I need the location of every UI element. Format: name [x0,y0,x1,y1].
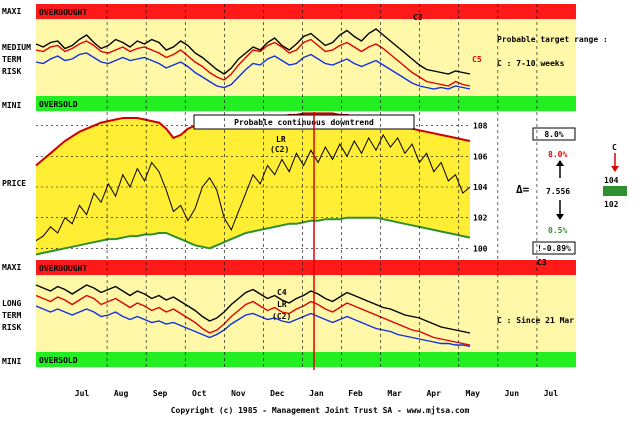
oversold-band [36,352,576,367]
medium-term-risk-series [35,28,471,90]
annotation-c4: C4 [277,288,287,297]
oversold-band [36,96,576,111]
side-label-price: PRICE [2,179,26,188]
x-axis-band [36,370,576,398]
mtr-series-line-2 [35,52,471,90]
mtr-series-line-1 [35,38,471,87]
price-panel: 100 102 104 106 108 Probable continuous down… [2,112,627,259]
annotation-lr: LR [276,135,286,144]
overbought-label: OVERBOUGHT [39,8,87,17]
ltr-series-line-0 [35,284,471,334]
legend-c-label: C [612,143,617,152]
legend-swatch [603,186,627,196]
target-range-label: Probable target range : [497,35,608,44]
panel-background [36,4,576,112]
month-label: Jul [75,389,90,398]
medium-term-risk-panel: OVERBOUGHT OVERSOLD MAXI MEDIUM TERM RIS… [2,4,608,112]
lower-pct-label: 0.5% [548,226,567,235]
month-label: Aug [114,389,129,398]
price-ticks: 100 102 104 106 108 [473,122,488,254]
legend-arrowhead-icon [611,166,619,172]
month-label: Feb [348,389,363,398]
month-label: Oct [192,389,207,398]
long-term-risk-panel: OVERBOUGHT OVERSOLD MAXI LONG TERM RISK … [2,258,576,368]
side-label-term: TERM [2,311,21,320]
month-axis: Jul Aug Sep Oct Nov Dec Jan Feb Mar Apr May Jun Jul [75,389,559,398]
upper-pct-box [532,127,576,141]
month-label: Apr [426,389,441,398]
copyright-footer: Copyright (c) 1985 - Management Joint Tr… [171,405,470,415]
delta-arrowhead-down-icon [556,214,564,220]
side-label-mini: MINI [2,357,21,366]
delta-label: Δ= [516,183,530,196]
side-label-mini: MINI [2,101,21,110]
overbought-label: OVERBOUGHT [39,264,87,273]
oversold-label: OVERSOLD [39,356,78,365]
annotation-c2: (C2) [270,145,289,154]
annotation-c2: (C2) [272,312,291,321]
upper-pct-label: 8.0% [548,150,567,159]
legend-value-top: 104 [604,176,619,185]
overbought-band [36,260,576,275]
upper-pct-box-label: 8.0% [544,130,563,139]
legend-value-bottom: 102 [604,200,619,209]
oversold-label: OVERSOLD [39,100,78,109]
side-label-risk: RISK [2,67,21,76]
downtrend-label-box [193,114,415,130]
annotation-c3: C3 [537,258,547,267]
month-label: May [466,389,481,398]
long-term-risk-series [35,284,471,348]
month-label: Nov [231,389,246,398]
side-label-term: TERM [2,55,21,64]
delta-arrowhead-up-icon [556,160,564,166]
annotation-c5: C5 [472,55,482,64]
price-band-area [36,113,470,255]
month-label: Jul [544,389,559,398]
price-tick-label: 102 [473,214,488,223]
downtrend-label: Probable continuous downtrend [234,117,374,127]
month-label: Dec [270,389,285,398]
price-series-line-2 [35,216,471,256]
side-label-medium: MEDIUM [2,43,31,52]
side-label-risk: RISK [2,323,21,332]
annotation-lr: LR [277,300,287,309]
price-tick-label: 100 [473,244,488,253]
price-tick-label: 108 [473,122,488,131]
ltr-series-line-2 [35,305,471,348]
annotation-c3: C3 [413,13,423,22]
overbought-band [36,4,576,19]
mtr-series-line-0 [35,28,471,75]
month-label: Sep [153,389,168,398]
side-label-maxi: MAXI [2,7,21,16]
side-label-maxi: MAXI [2,263,21,272]
price-series-line-0 [35,133,471,242]
month-label: Jan [309,389,324,398]
month-label: Jun [505,389,520,398]
ltr-series-line-1 [35,294,471,346]
month-label: Mar [387,389,402,398]
delta-value: 7.556 [546,187,570,196]
lower-pct-box-label: !-0.89% [537,244,571,253]
side-label-long: LONG [2,299,21,308]
since-label: C : Since 21 Mar [497,315,574,325]
target-range-value: C : 7-10 weeks [497,59,565,68]
lower-pct-box [532,241,576,255]
price-tick-label: 106 [473,152,488,161]
panel-background [36,260,576,368]
price-tick-label: 104 [473,183,488,192]
